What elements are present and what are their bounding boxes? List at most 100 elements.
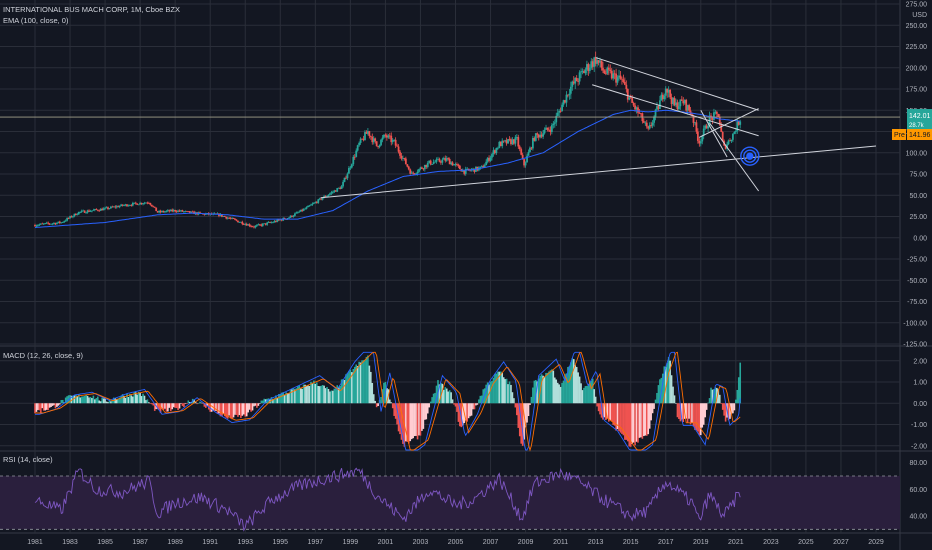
macd-histogram-bar[interactable] <box>626 403 629 442</box>
candle-up[interactable] <box>616 77 619 83</box>
macd-histogram-bar[interactable] <box>257 403 260 406</box>
macd-histogram-bar[interactable] <box>723 403 725 416</box>
macd-histogram-bar[interactable] <box>130 395 133 404</box>
macd-histogram-bar[interactable] <box>351 372 353 404</box>
candle-up[interactable] <box>314 202 317 203</box>
candle-down[interactable] <box>666 88 669 93</box>
macd-histogram-bar[interactable] <box>279 393 282 404</box>
macd-histogram-bar[interactable] <box>587 383 590 404</box>
macd-histogram-bar[interactable] <box>251 403 254 411</box>
macd-histogram-bar[interactable] <box>589 381 591 404</box>
macd-histogram-bar[interactable] <box>78 393 80 404</box>
candle-up[interactable] <box>226 217 229 219</box>
candle-down[interactable] <box>642 121 645 123</box>
macd-histogram-bar[interactable] <box>203 403 206 407</box>
macd-histogram-bar[interactable] <box>685 403 687 419</box>
macd-histogram-bar[interactable] <box>240 403 242 418</box>
candle-down[interactable] <box>520 149 523 155</box>
candle-down[interactable] <box>705 125 708 129</box>
candle-up[interactable] <box>172 210 175 212</box>
candle-up[interactable] <box>142 203 144 205</box>
candle-up[interactable] <box>104 207 106 209</box>
candle-up[interactable] <box>61 222 64 223</box>
candle-down[interactable] <box>637 107 639 113</box>
macd-histogram-bar[interactable] <box>625 403 628 440</box>
candle-up[interactable] <box>45 222 48 224</box>
candle-down[interactable] <box>121 204 124 206</box>
candle-down[interactable] <box>572 81 575 84</box>
candle-up[interactable] <box>514 137 517 144</box>
candle-down[interactable] <box>88 210 90 212</box>
candle-down[interactable] <box>407 166 410 170</box>
macd-histogram-bar[interactable] <box>283 394 286 404</box>
macd-histogram-bar[interactable] <box>497 371 499 404</box>
candle-up[interactable] <box>204 213 207 215</box>
candle-down[interactable] <box>567 94 569 96</box>
candle-up[interactable] <box>739 121 742 125</box>
candle-down[interactable] <box>631 98 634 103</box>
macd-histogram-bar[interactable] <box>422 403 425 429</box>
candle-down[interactable] <box>41 223 44 225</box>
candle-up[interactable] <box>562 100 565 105</box>
candle-up[interactable] <box>331 191 334 193</box>
candle-up[interactable] <box>91 210 93 212</box>
candle-up[interactable] <box>694 122 696 124</box>
candle-down[interactable] <box>711 116 714 120</box>
macd-histogram-bar[interactable] <box>298 385 301 404</box>
macd-histogram-bar[interactable] <box>245 403 248 417</box>
candle-up[interactable] <box>501 140 504 147</box>
macd-histogram-bar[interactable] <box>187 400 190 404</box>
macd-histogram-bar[interactable] <box>393 403 395 416</box>
macd-histogram-bar[interactable] <box>231 403 233 420</box>
candle-down[interactable] <box>467 168 470 171</box>
candle-up[interactable] <box>352 156 355 165</box>
macd-histogram-bar[interactable] <box>197 403 200 404</box>
macd-histogram-bar[interactable] <box>164 403 166 409</box>
candle-down[interactable] <box>613 73 616 75</box>
candle-up[interactable] <box>359 138 362 143</box>
candle-down[interactable] <box>403 158 406 159</box>
candle-up[interactable] <box>686 105 689 111</box>
macd-histogram-bar[interactable] <box>454 403 457 407</box>
candle-down[interactable] <box>413 173 416 175</box>
candle-down[interactable] <box>98 210 101 212</box>
candle-up[interactable] <box>44 223 47 224</box>
macd-histogram-bar[interactable] <box>307 385 309 404</box>
macd-histogram-bar[interactable] <box>70 395 73 404</box>
macd-histogram-bar[interactable] <box>672 386 674 404</box>
macd-histogram-bar[interactable] <box>574 365 577 404</box>
macd-histogram-bar[interactable] <box>235 403 238 415</box>
macd-histogram-bar[interactable] <box>523 403 525 440</box>
macd-histogram-bar[interactable] <box>371 382 374 404</box>
macd-histogram-bar[interactable] <box>118 397 121 404</box>
target-marker-icon[interactable] <box>743 149 757 163</box>
candle-down[interactable] <box>488 157 490 161</box>
macd-histogram-bar[interactable] <box>348 371 350 404</box>
candle-down[interactable] <box>615 73 618 83</box>
macd-histogram-bar[interactable] <box>302 384 305 404</box>
candle-up[interactable] <box>108 208 111 210</box>
macd-histogram-bar[interactable] <box>99 401 102 404</box>
candle-up[interactable] <box>346 173 349 179</box>
macd-histogram-bar[interactable] <box>143 395 146 404</box>
candle-down[interactable] <box>146 202 149 204</box>
candle-up[interactable] <box>254 225 257 228</box>
macd-histogram-bar[interactable] <box>711 389 714 404</box>
macd-histogram-bar[interactable] <box>165 403 168 412</box>
macd-histogram-bar[interactable] <box>689 403 692 425</box>
macd-histogram-bar[interactable] <box>698 403 701 436</box>
candle-down[interactable] <box>510 139 512 145</box>
macd-histogram-bar[interactable] <box>59 403 61 405</box>
candle-down[interactable] <box>619 75 622 79</box>
macd-histogram-bar[interactable] <box>628 403 631 447</box>
candle-up[interactable] <box>169 209 172 212</box>
macd-histogram-bar[interactable] <box>137 391 140 404</box>
candle-down[interactable] <box>438 158 441 162</box>
macd-histogram-bar[interactable] <box>362 360 365 404</box>
macd-histogram-bar[interactable] <box>224 403 226 417</box>
macd-histogram-bar[interactable] <box>134 392 137 404</box>
candle-up[interactable] <box>580 71 582 73</box>
macd-histogram-bar[interactable] <box>472 403 474 410</box>
candle-down[interactable] <box>640 113 642 115</box>
macd-histogram-bar[interactable] <box>575 366 578 404</box>
